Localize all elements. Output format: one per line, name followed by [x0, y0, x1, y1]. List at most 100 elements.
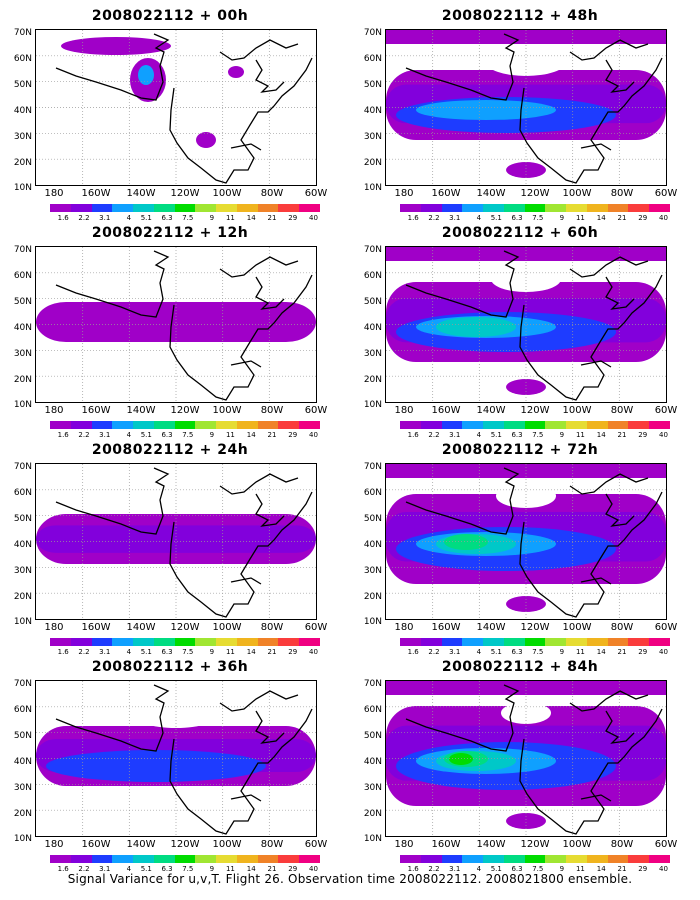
lon-tick-label: 80W [260, 839, 284, 850]
colorbar-swatch [278, 638, 300, 646]
colorbar-swatch [483, 855, 504, 863]
colorbar-swatch [545, 855, 567, 863]
lat-tick-label: 70N [363, 462, 382, 472]
colorbar-label: 14 [246, 214, 256, 222]
lat-tick-label: 10N [13, 834, 32, 844]
lon-tick-label: 80W [260, 622, 284, 633]
colorbar-swatch [586, 421, 608, 429]
colorbar-label: 7.5 [532, 214, 544, 222]
colorbar-label: 3.1 [449, 214, 461, 222]
colorbar-swatch [649, 204, 670, 212]
colorbar-swatch [91, 204, 113, 212]
colorbar-swatch [649, 638, 670, 646]
colorbar-label: 9 [559, 865, 565, 873]
lat-tick-label: 50N [13, 80, 32, 90]
map-panel: 2008022112 + 36h 70N 60N 50N 40N 30N 20N 10N 180… [0, 659, 330, 874]
colorbar-swatch [566, 855, 587, 863]
colorbar-swatch [257, 204, 279, 212]
colorbar-label: 4 [476, 431, 482, 439]
map-panel: 2008022112 + 48h 70N 60N 50N 40N 30N 20N 10N 180… [350, 8, 680, 223]
colorbar-swatch [216, 855, 237, 863]
lat-tick-label: 50N [13, 514, 32, 524]
colorbar-swatch [195, 638, 217, 646]
lat-tick-label: 70N [363, 28, 382, 38]
lon-tick-label: 180 [394, 405, 414, 416]
colorbar-label: 1.6 [57, 431, 69, 439]
colorbar-label: 3.1 [99, 865, 111, 873]
colorbar-swatch [112, 638, 134, 646]
colorbar-swatch [649, 421, 670, 429]
colorbar-label: 3.1 [449, 865, 461, 873]
colorbar-label: 14 [246, 648, 256, 656]
colorbar [400, 204, 670, 212]
colorbar-label: 29 [288, 865, 298, 873]
colorbar-swatch [607, 204, 629, 212]
map-panel: 2008022112 + 60h 70N 60N 50N 40N 30N 20N 10N 180… [350, 225, 680, 440]
lon-tick-label: 140W [476, 839, 506, 850]
colorbar-label: 7.5 [532, 648, 544, 656]
colorbar-swatch [503, 421, 525, 429]
lon-tick-label: 100W [562, 405, 592, 416]
colorbar-swatch [503, 638, 525, 646]
colorbar-swatch [257, 421, 279, 429]
lat-tick-label: 60N [13, 271, 32, 281]
lat-tick-label: 30N [363, 349, 382, 359]
colorbar-label: 11 [225, 214, 235, 222]
lat-tick-label: 40N [13, 757, 32, 767]
colorbar-label: 21 [267, 865, 277, 873]
lon-tick-label: 140W [126, 188, 156, 199]
lat-tick-label: 40N [363, 106, 382, 116]
lon-tick-label: 180 [394, 622, 414, 633]
colorbar-swatch [278, 421, 300, 429]
colorbar-swatch [133, 204, 154, 212]
lat-tick-label: 10N [363, 617, 382, 627]
colorbar-label: 3.1 [449, 648, 461, 656]
colorbar-label: 40 [309, 214, 318, 222]
colorbar-swatch [607, 638, 629, 646]
colorbar-swatch [400, 638, 421, 646]
colorbar-swatch [400, 204, 421, 212]
colorbar-swatch [462, 855, 484, 863]
lat-tick-label: 50N [13, 731, 32, 741]
colorbar-swatch [133, 855, 154, 863]
colorbar-swatch [153, 421, 175, 429]
colorbar-swatch [524, 638, 546, 646]
colorbar-label: 4 [126, 648, 132, 656]
lon-tick-label: 180 [394, 839, 414, 850]
lat-tick-label: 70N [13, 462, 32, 472]
colorbar-swatch [441, 421, 463, 429]
panel-title: 2008022112 + 72h [441, 442, 599, 458]
lon-tick-label: 160W [431, 188, 461, 199]
lon-tick-label: 60W [304, 405, 328, 416]
colorbar [400, 421, 670, 429]
lon-tick-label: 100W [212, 622, 242, 633]
lat-tick-label: 70N [363, 679, 382, 689]
colorbar-labels: 1.6 2.2 3.1 4 5.1 6.3 7.5 9 11 14 21 29 40 [400, 214, 670, 222]
colorbar-label: 6.3 [161, 431, 173, 439]
colorbar-label: 1.6 [407, 865, 419, 873]
lat-tick-label: 60N [363, 54, 382, 64]
colorbar-label: 2.2 [428, 648, 440, 656]
colorbar-swatch [607, 855, 629, 863]
colorbar-swatch [462, 421, 484, 429]
lat-tick-label: 40N [13, 323, 32, 333]
colorbar-swatch [462, 638, 484, 646]
lat-tick-label: 40N [13, 540, 32, 550]
colorbar [50, 638, 320, 646]
lon-tick-label: 100W [212, 839, 242, 850]
lat-tick-label: 10N [363, 183, 382, 193]
colorbar-label: 4 [126, 865, 132, 873]
colorbar-labels: 1.6 2.2 3.1 4 5.1 6.3 7.5 9 11 14 21 29 40 [400, 865, 670, 873]
colorbar-swatch [70, 638, 92, 646]
colorbar-label: 7.5 [182, 431, 194, 439]
colorbar-swatch [112, 421, 134, 429]
lat-tick-label: 30N [13, 783, 32, 793]
lon-tick-label: 60W [654, 839, 678, 850]
colorbar-swatch [153, 638, 175, 646]
colorbar-label: 2.2 [428, 431, 440, 439]
colorbar-label: 2.2 [78, 431, 90, 439]
colorbar-label: 1.6 [407, 214, 419, 222]
colorbar-swatch [545, 204, 567, 212]
colorbar-swatch [299, 421, 320, 429]
colorbar-swatch [195, 421, 217, 429]
